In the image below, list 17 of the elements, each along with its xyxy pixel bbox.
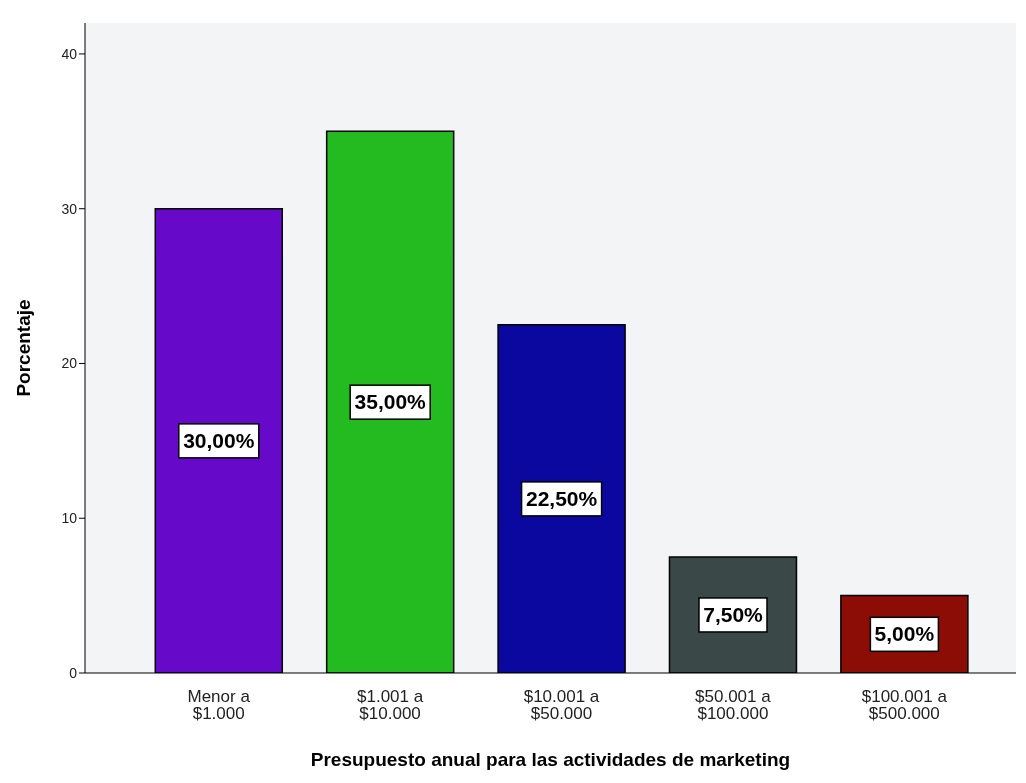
y-axis-title: Porcentaje	[12, 299, 34, 397]
y-tick-label: 10	[61, 510, 78, 527]
y-tick-label: 20	[61, 355, 78, 372]
y-tick-label: 0	[69, 664, 78, 681]
data-label: 30,00%	[183, 428, 255, 452]
data-label: 35,00%	[354, 390, 427, 414]
data-label: 22,50%	[525, 486, 598, 510]
x-tick-label: $1.001 a $10.000	[357, 687, 424, 724]
x-axis-title: Presupuesto anual para las actividades de marketing	[310, 749, 791, 770]
x-tick-label: $10.001 a $50.000	[523, 687, 600, 724]
data-label: 7,50%	[703, 602, 764, 626]
x-tick-label: Menor a $1.000	[187, 687, 251, 724]
x-tick-label: $50.001 a $100.000	[695, 687, 772, 724]
data-label: 5,00%	[874, 622, 935, 646]
y-tick-label: 30	[61, 200, 78, 217]
x-tick-label: $100.001 a $500.000	[861, 687, 948, 724]
y-tick-label: 40	[61, 45, 78, 62]
